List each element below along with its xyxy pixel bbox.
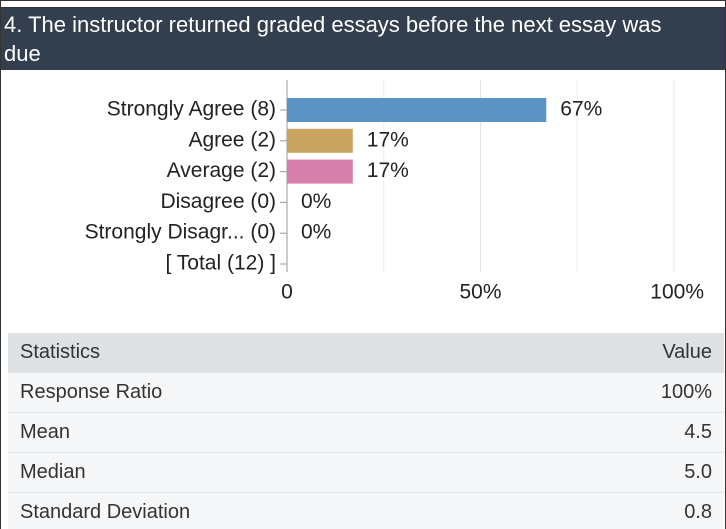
table-row: Mean 4.5 (8, 413, 724, 453)
value-label: 67% (560, 98, 602, 121)
table-cell: 4.5 (684, 421, 712, 443)
bar (287, 128, 353, 153)
x-tick-label: 50% (459, 281, 501, 304)
table-cell: Standard Deviation (20, 501, 191, 523)
table-cell: Median (20, 461, 86, 483)
x-tick-label: 100% (650, 281, 704, 304)
column-header: Value (662, 341, 712, 363)
category-label: Agree (2) (188, 128, 276, 151)
category-label: Average (2) (167, 159, 276, 182)
table-row: Standard Deviation 0.8 (8, 493, 724, 529)
x-tick-label: 0 (281, 281, 293, 304)
table-row: Median 5.0 (8, 453, 724, 493)
table-cell: 100% (660, 381, 712, 403)
table-row: Response Ratio 100% (8, 373, 724, 413)
value-label: 0% (301, 190, 331, 213)
question-title: 4. The instructor returned graded essays… (1, 8, 725, 70)
column-header: Statistics (20, 341, 101, 363)
bar (287, 98, 547, 122)
category-label: Strongly Disagr... (0) (85, 221, 276, 244)
category-label: Disagree (0) (160, 190, 276, 213)
value-label: 17% (367, 159, 409, 182)
table-cell: Mean (20, 421, 71, 443)
table-cell: Response Ratio (20, 381, 163, 403)
table-cell: 5.0 (684, 461, 712, 483)
category-label: [ Total (12) ] (166, 252, 277, 275)
chart: 0 50% 100% Strongly Agree (8) 67% Agree (2) 17… (85, 80, 704, 304)
table-header: Statistics Value (8, 333, 724, 373)
bar (287, 159, 353, 184)
statistics-table: Statistics Value Response Ratio 100% Mean 4.5… (8, 333, 724, 529)
value-label: 0% (301, 221, 331, 244)
top-strip (1, 0, 725, 8)
value-label: 17% (367, 128, 409, 151)
category-label: Strongly Agree (8) (107, 98, 276, 121)
table-cell: 0.8 (684, 501, 712, 523)
